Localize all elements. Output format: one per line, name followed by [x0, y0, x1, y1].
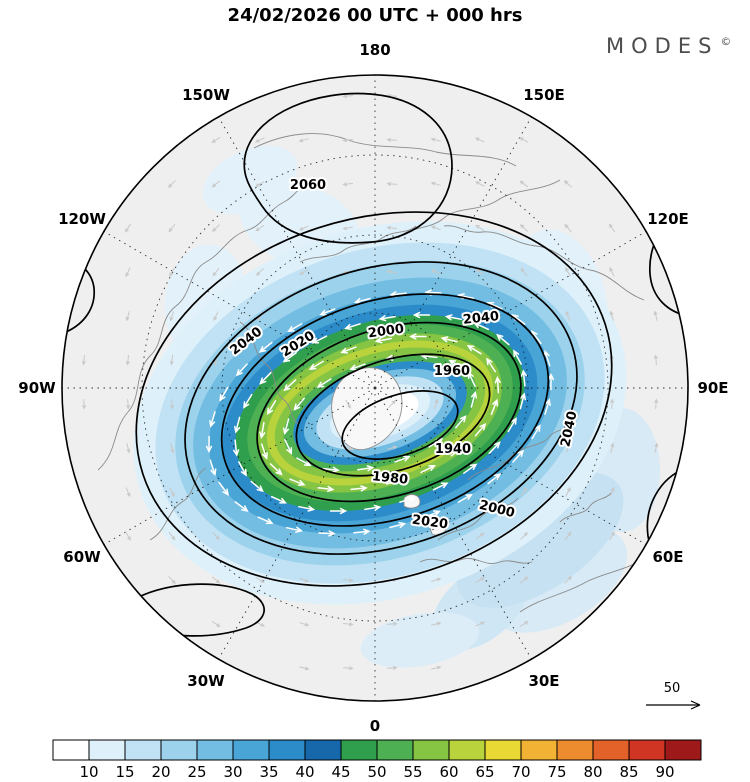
longitude-label-30E: 30E	[528, 672, 559, 690]
contour-2060	[243, 92, 453, 244]
brand-symbol: ©	[720, 35, 731, 48]
contour-label-1940: 1940	[435, 442, 471, 457]
longitude-label-150W: 150W	[182, 86, 230, 104]
longitude-label-60W: 60W	[63, 548, 101, 566]
colorbar-cell	[88, 739, 126, 761]
colorbar-cell	[628, 739, 666, 761]
colorbar-tick-10: 10	[79, 763, 98, 781]
colorbar-cell	[232, 739, 270, 761]
contour-label-2060: 2060	[290, 178, 326, 193]
colorbar-tick-45: 45	[331, 763, 350, 781]
coastlines	[97, 133, 677, 613]
colorbar-cell	[520, 739, 558, 761]
colorbar-cell	[124, 739, 162, 761]
colorbar-cell	[196, 739, 234, 761]
longitude-label-60E: 60E	[652, 548, 683, 566]
longitude-label-120W: 120W	[58, 210, 106, 228]
colorbar-tick-85: 85	[619, 763, 638, 781]
colorbar-cell	[448, 739, 486, 761]
longitude-label-90W: 90W	[18, 379, 56, 397]
contour-2060	[599, 113, 665, 141]
colorbar-tick-50: 50	[367, 763, 386, 781]
colorbar-cell	[340, 739, 378, 761]
colorbar-cell	[376, 739, 414, 761]
contour-label-2040: 2040	[462, 309, 500, 328]
colorbar-tick-40: 40	[295, 763, 314, 781]
contour-label-1980: 1980	[371, 469, 409, 488]
contour-1980	[256, 321, 522, 503]
colorbar-tick-30: 30	[223, 763, 242, 781]
longitude-label-30W: 30W	[187, 672, 225, 690]
map-clipped-layers	[62, 75, 688, 701]
reference-vector: 50	[646, 681, 701, 710]
colorbar-tick-15: 15	[115, 763, 134, 781]
colorbar-tick-80: 80	[583, 763, 602, 781]
contour-2000	[220, 293, 550, 527]
contour-2040	[135, 211, 613, 587]
colorbar-cell	[592, 739, 630, 761]
colorbar-cell	[412, 739, 450, 761]
reference-vector-label: 50	[664, 681, 681, 696]
longitude-label-0: 0	[370, 717, 380, 735]
brand-text: MODES	[606, 34, 718, 58]
contour-label-2020: 2020	[411, 513, 449, 533]
graticule	[62, 75, 688, 701]
colorbar-cell	[484, 739, 522, 761]
longitude-label-150E: 150E	[523, 86, 565, 104]
colorbar-tick-25: 25	[187, 763, 206, 781]
colorbar-cell	[160, 739, 198, 761]
longitude-label-90E: 90E	[697, 379, 728, 397]
colorbar-tick-65: 65	[475, 763, 494, 781]
chart-title: 24/02/2026 00 UTC + 000 hrs	[228, 5, 523, 26]
longitude-label-180: 180	[359, 41, 390, 59]
jet-wind-vectors	[205, 289, 555, 537]
colorbar-cell	[664, 739, 702, 761]
colorbar-tick-55: 55	[403, 763, 422, 781]
reference-vector-arrow	[646, 700, 701, 710]
contour-label-2000: 2000	[367, 322, 405, 342]
contour-2020	[184, 261, 578, 555]
colorbar-cell	[556, 739, 594, 761]
longitude-label-120E: 120E	[647, 210, 689, 228]
colorbar-tick-90: 90	[655, 763, 674, 781]
map-boundary	[61, 74, 689, 702]
contour-label-1960: 1960	[434, 364, 470, 379]
greenland-landmass	[331, 367, 403, 450]
brand-logo: MODES ©	[606, 34, 731, 58]
colorbar-cell	[268, 739, 306, 761]
colorbar-cell	[304, 739, 342, 761]
contour-1940	[341, 390, 459, 460]
colorbar-tick-35: 35	[259, 763, 278, 781]
colorbar-tick-20: 20	[151, 763, 170, 781]
colorbar-cell	[52, 739, 90, 761]
colorbar: 10 15 20 25 30 35 40 45 50 55 60 65 70 75 80 85 90	[52, 739, 702, 781]
colorbar-tick-60: 60	[439, 763, 458, 781]
longitude-labels: 180 150E 120E 90E 60E 30E 0 30W 60W 90W 120W 150W	[18, 41, 728, 735]
contour-1960	[295, 353, 491, 477]
colorbar-tick-70: 70	[511, 763, 530, 781]
colorbar-tick-75: 75	[547, 763, 566, 781]
